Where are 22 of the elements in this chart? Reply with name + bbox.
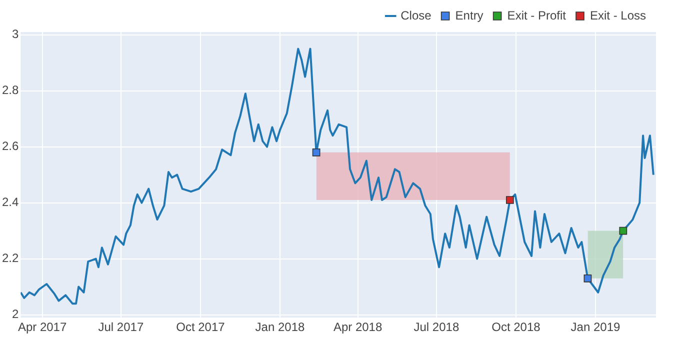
point [506,196,514,204]
legend-label: Exit - Profit [507,8,567,22]
point [619,226,628,235]
y-tick-label: 2.8 [2,83,19,98]
y-tick-label: 2.6 [2,139,19,154]
y-tick-label: 2.2 [2,251,19,266]
x-tick-label: Jul 2017 [98,320,144,334]
y-tick-label: 2.4 [2,195,19,210]
y-tick-label: 3 [12,27,19,42]
x-tick-label: Apr 2018 [333,320,382,334]
legend-label: Close [400,8,432,22]
point [312,148,320,156]
y-tick-label: 2 [12,307,19,322]
x-tick-label: Jul 2018 [414,320,460,334]
legend-label: Exit - Loss [590,8,646,22]
point [584,274,592,282]
legend-label: Entry [455,8,484,22]
x-tick-label: Apr 2017 [18,320,67,334]
x-tick-label: Jan 2019 [570,320,620,334]
x-tick-label: Jan 2018 [255,320,306,334]
x-tick-label: Oct 2017 [176,320,226,334]
x-tick-label: Oct 2018 [492,320,541,334]
